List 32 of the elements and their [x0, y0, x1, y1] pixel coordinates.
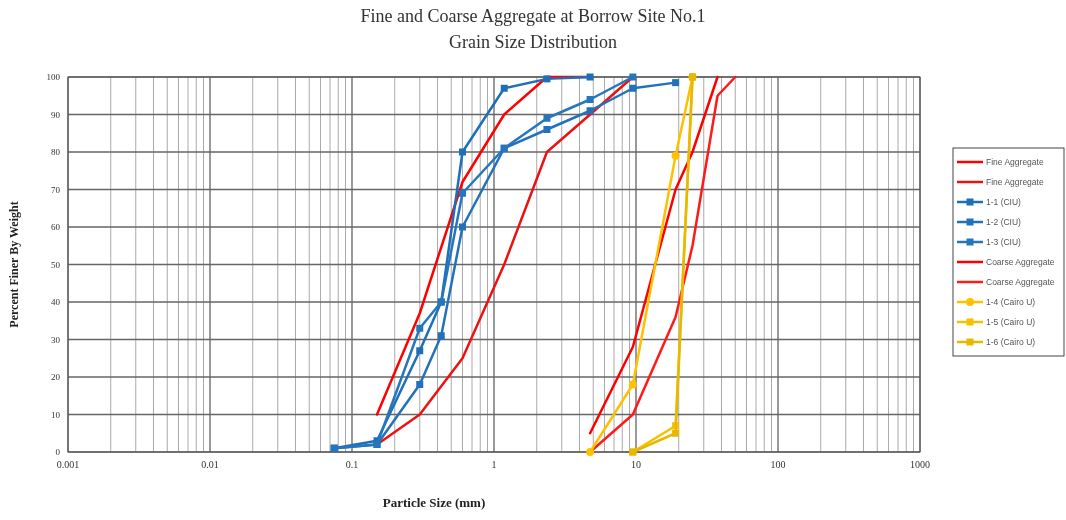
legend-label: 1-5 (Cairo U)	[986, 317, 1036, 327]
x-tick-label: 100	[770, 459, 786, 470]
chart-subtitle: Grain Size Distribution	[449, 32, 617, 52]
x-tick-label: 0.01	[201, 459, 219, 470]
legend-label: 1-2 (CIU)	[986, 217, 1022, 227]
y-tick-label: 100	[46, 72, 61, 82]
y-tick-label: 0	[55, 447, 61, 457]
y-tick-label: 70	[51, 184, 61, 195]
y-tick-label: 20	[51, 372, 61, 382]
x-tick-label: 10	[631, 459, 641, 470]
y-tick-label: 10	[51, 409, 61, 420]
x-tick-label: 0.001	[56, 459, 80, 470]
legend-label: 1-4 (Cairo U)	[986, 297, 1036, 307]
legend-label: Coarse Aggregate	[986, 277, 1055, 287]
y-tick-label: 40	[51, 297, 61, 307]
y-tick-label: 30	[51, 334, 61, 345]
y-tick-label: 50	[51, 259, 61, 270]
legend-label: 1-1 (CIU)	[986, 197, 1022, 207]
legend-label: Coarse Aggregate	[986, 257, 1055, 267]
y-axis-title: Percent Finer By Weight	[7, 201, 21, 328]
x-tick-label: 1	[491, 459, 497, 470]
legend-label: Fine Aggregate	[986, 177, 1044, 187]
legend-label: 1-6 (Cairo U)	[986, 337, 1036, 347]
x-tick-label: 0.1	[345, 459, 359, 470]
legend-label: Fine Aggregate	[986, 157, 1044, 167]
x-axis-title: Particle Size (mm)	[382, 495, 486, 510]
y-tick-label: 60	[51, 222, 61, 232]
y-tick-label: 90	[51, 109, 61, 120]
x-tick-label: 1000	[910, 459, 930, 470]
y-tick-label: 80	[51, 147, 61, 157]
legend-label: 1-3 (CIU)	[986, 237, 1022, 247]
chart-title: Fine and Coarse Aggregate at Borrow Site No.1	[360, 6, 706, 26]
